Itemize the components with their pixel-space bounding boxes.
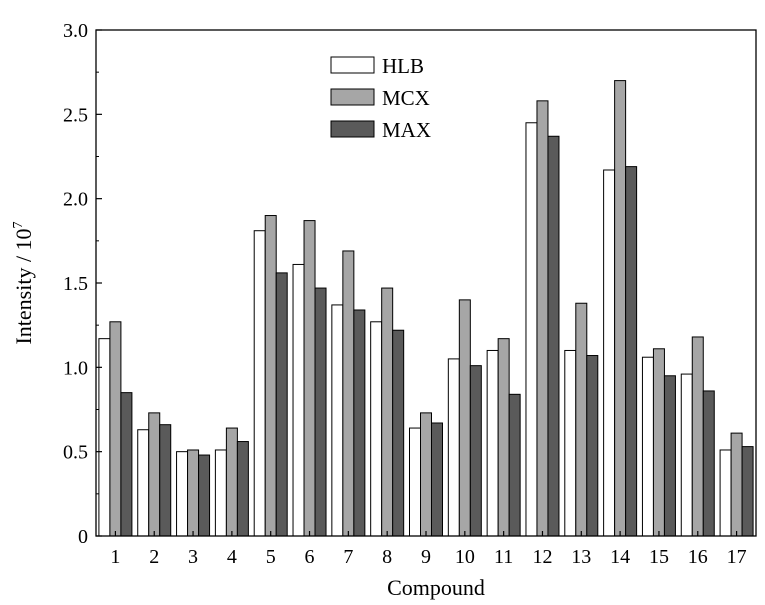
bar-mcx-2 — [148, 412, 161, 537]
x-tick-label: 1 — [110, 546, 120, 568]
bar-max-11 — [508, 393, 521, 537]
x-tick-label: 16 — [688, 546, 708, 568]
bar-max-9 — [431, 422, 443, 537]
bar-max-10 — [469, 365, 482, 537]
y-tick-label: 3.0 — [63, 20, 88, 42]
bar-hlb-6 — [292, 263, 305, 537]
legend-swatch-mcx — [330, 88, 375, 106]
bar-max-12 — [547, 135, 560, 537]
y-tick-label: 2.5 — [63, 104, 88, 126]
x-tick-label: 17 — [727, 546, 747, 568]
y-axis-title-exponent: 7 — [11, 221, 26, 228]
y-tick-label: 1.0 — [63, 357, 88, 379]
bars-group — [98, 80, 754, 537]
y-tick-label: 2.0 — [63, 189, 88, 211]
bar-mcx-8 — [381, 287, 394, 537]
x-tick-label: 3 — [188, 546, 198, 568]
x-tick-label: 2 — [149, 546, 159, 568]
x-tick-label: 9 — [421, 546, 431, 568]
bar-hlb-16 — [680, 373, 693, 537]
bar-mcx-1 — [109, 321, 122, 537]
y-axis-title: Intensity / 107 — [11, 221, 36, 344]
legend: HLB MCX MAX — [330, 54, 431, 142]
bar-mcx-9 — [420, 412, 432, 537]
legend-label-mcx: MCX — [382, 86, 430, 110]
bar-max-8 — [392, 329, 405, 537]
bar-hlb-1 — [98, 338, 111, 537]
x-tick-label: 7 — [343, 546, 353, 568]
x-tick-label: 4 — [227, 546, 237, 568]
x-tick-label: 10 — [455, 546, 475, 568]
y-tick-label: 1.5 — [63, 273, 88, 295]
bar-hlb-7 — [331, 304, 344, 537]
bar-max-15 — [663, 375, 676, 537]
bar-max-6 — [314, 287, 327, 537]
bar-hlb-14 — [603, 169, 616, 537]
bar-hlb-4 — [214, 449, 227, 537]
x-tick-label: 11 — [494, 546, 513, 568]
bar-hlb-9 — [409, 427, 421, 537]
bar-mcx-13 — [575, 302, 588, 537]
x-tick-label: 13 — [571, 546, 591, 568]
legend-label-hlb: HLB — [382, 54, 424, 78]
y-tick-label: 0.5 — [63, 442, 88, 464]
x-tick-label: 8 — [382, 546, 392, 568]
bar-max-1 — [120, 392, 133, 537]
x-tick-label: 12 — [532, 546, 552, 568]
bar-mcx-14 — [614, 80, 627, 537]
bar-max-2 — [159, 424, 172, 537]
bar-max-17 — [741, 446, 754, 537]
bar-mcx-7 — [342, 250, 355, 537]
y-tick-label: 0 — [78, 526, 88, 548]
bar-max-7 — [353, 309, 366, 537]
legend-label-max: MAX — [382, 118, 431, 142]
bar-hlb-15 — [641, 356, 654, 537]
x-tick-label: 14 — [610, 546, 630, 568]
legend-swatch-hlb — [330, 56, 375, 74]
bar-mcx-10 — [458, 299, 471, 537]
bar-hlb-8 — [370, 321, 383, 537]
bar-mcx-16 — [691, 336, 704, 537]
bar-hlb-13 — [564, 349, 577, 537]
plot-frame — [95, 29, 757, 537]
bar-max-5 — [275, 272, 288, 537]
bar-hlb-10 — [447, 358, 460, 537]
bar-hlb-17 — [719, 449, 732, 537]
bar-hlb-12 — [525, 122, 538, 537]
y-axis-title-main: Intensity / 10 — [11, 228, 36, 344]
bar-mcx-5 — [264, 215, 277, 537]
bar-max-16 — [702, 390, 715, 537]
bar-mcx-6 — [303, 220, 316, 537]
x-tick-label: 15 — [649, 546, 669, 568]
x-axis-title: Compound — [387, 575, 485, 600]
x-tick-label: 5 — [266, 546, 276, 568]
bar-max-4 — [236, 441, 249, 537]
bar-mcx-3 — [187, 449, 200, 537]
bar-mcx-12 — [536, 100, 549, 537]
bar-max-14 — [625, 166, 638, 537]
bar-mcx-17 — [730, 432, 743, 537]
bar-mcx-11 — [497, 338, 510, 537]
bar-max-3 — [198, 454, 211, 537]
bar-mcx-15 — [652, 348, 665, 537]
bar-hlb-5 — [253, 230, 266, 537]
bar-hlb-2 — [137, 429, 150, 537]
y-axis-ticks: 0 0.5 1.0 1.5 2.0 2.5 3.0 — [63, 20, 102, 548]
bar-max-13 — [586, 355, 599, 537]
legend-swatch-max — [330, 120, 375, 138]
bar-hlb-3 — [176, 451, 189, 537]
x-axis-ticks: 1 2 3 4 5 6 7 8 9 10 11 12 13 14 15 16 17 — [110, 531, 747, 568]
x-tick-label: 6 — [305, 546, 315, 568]
bar-hlb-11 — [486, 349, 499, 537]
bar-mcx-4 — [225, 427, 238, 537]
